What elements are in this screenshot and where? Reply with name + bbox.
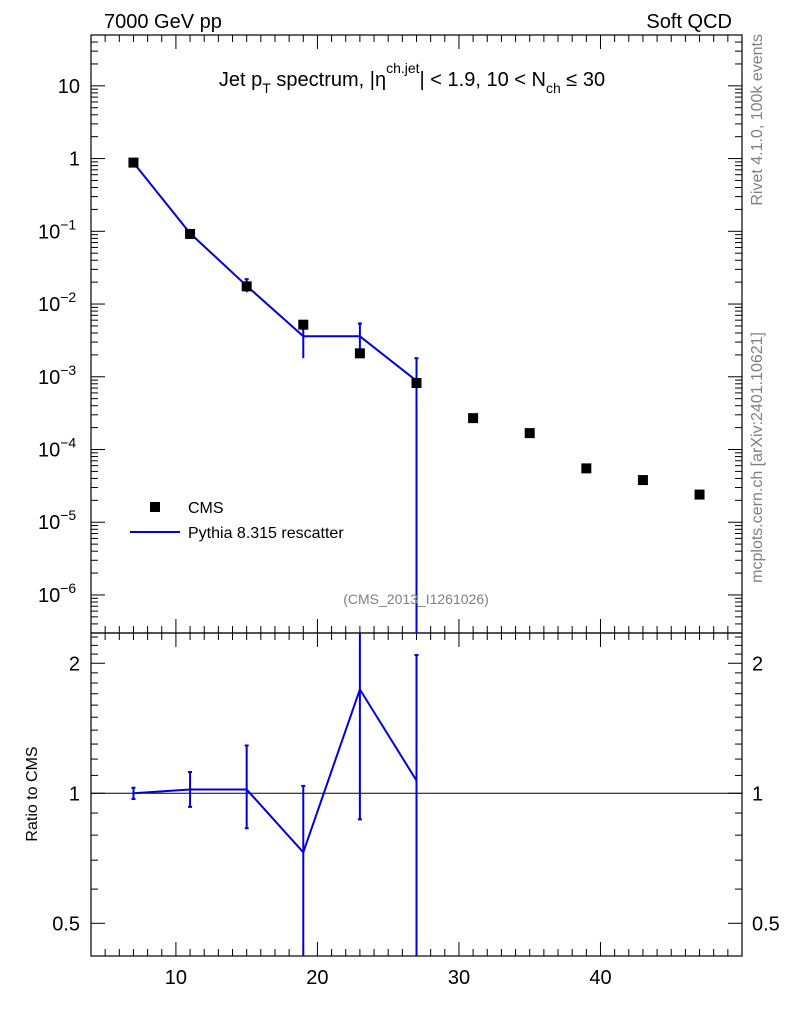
y-tick-label: 10−6 — [38, 580, 76, 607]
x-tick-label: 10 — [165, 967, 187, 989]
ratio-line — [133, 687, 418, 855]
ratio-y-tick-label: 0.5 — [52, 913, 80, 935]
cms-point — [524, 428, 535, 439]
pythia-line — [132, 161, 418, 382]
cms-point — [241, 281, 252, 292]
rivet-version-label: Rivet 4.1.0, 100k events — [749, 34, 766, 206]
ratio-ylabel: Ratio to CMS — [24, 746, 41, 841]
pythia-series-main — [131, 159, 419, 633]
x-tick-label: 40 — [589, 967, 611, 989]
legend: CMS Pythia 8.315 rescatter — [130, 500, 344, 542]
x-tick-label: 30 — [448, 967, 470, 989]
ratio-y-tick-label: 1 — [69, 783, 80, 805]
axis-ticks: 10 20 30 40 10 1 10−1 10−2 10−3 10−4 10−5 10−6 2 2 1 1 0… — [38, 34, 780, 989]
cms-point — [128, 157, 139, 168]
ratio-y-tick-label-right: 2 — [752, 653, 763, 675]
ratio-y-tick-label: 2 — [69, 653, 80, 675]
y-tick-label: 10−2 — [38, 289, 76, 316]
cms-point — [468, 413, 479, 424]
legend-pythia-label: Pythia 8.315 rescatter — [188, 525, 344, 542]
y-tick-label: 10−5 — [38, 507, 76, 534]
analysis-tag: (CMS_2013_I1261026) — [343, 591, 489, 607]
cms-point — [581, 463, 592, 474]
cms-point — [354, 348, 365, 359]
y-tick-label: 10 — [58, 76, 80, 98]
cms-point — [694, 489, 705, 500]
legend-cms-marker — [150, 502, 160, 512]
cms-point — [185, 228, 196, 239]
cms-point — [637, 475, 648, 486]
cms-series-main — [128, 157, 705, 500]
chart-title: Jet pT spectrum, |ηch.jet| < 1.9, 10 < N… — [219, 60, 605, 96]
ratio-y-tick-label-right: 1 — [752, 783, 763, 805]
y-tick-label: 10−1 — [38, 216, 76, 243]
pythia-series-ratio — [131, 633, 419, 956]
cms-point — [411, 378, 422, 389]
ratio-y-tick-label-right: 0.5 — [752, 913, 780, 935]
legend-cms-label: CMS — [188, 500, 224, 517]
x-tick-label: 20 — [306, 967, 328, 989]
cms-point — [298, 319, 309, 330]
source-label: mcplots.cern.ch [arXiv:2401.10621] — [749, 332, 766, 583]
y-tick-label: 10−4 — [38, 435, 76, 462]
y-tick-label: 10−3 — [38, 362, 76, 389]
category-label: Soft QCD — [646, 11, 732, 33]
energy-label: 7000 GeV pp — [104, 11, 222, 33]
y-tick-label: 1 — [69, 149, 80, 171]
